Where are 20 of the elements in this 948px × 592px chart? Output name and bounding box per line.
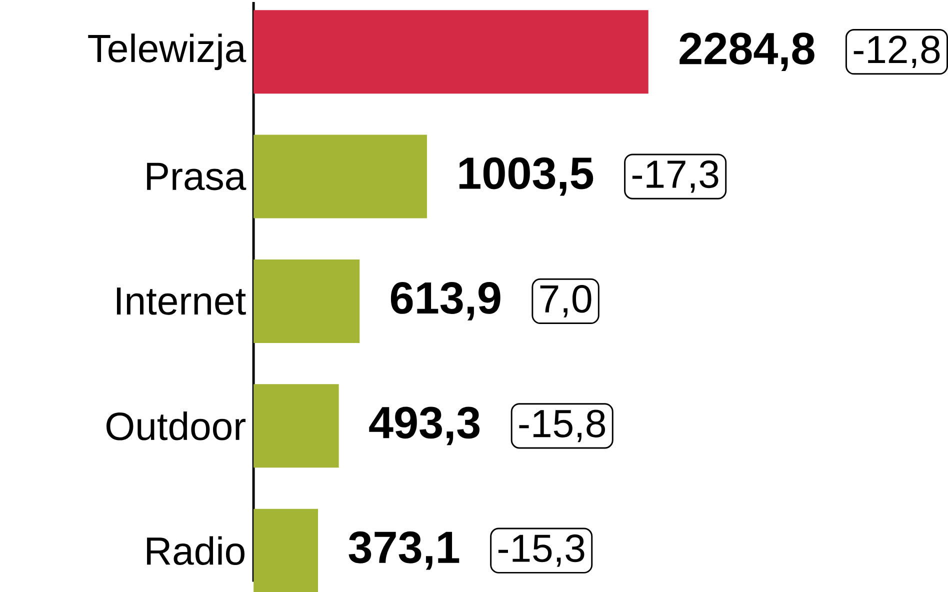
annotation: -17,3 <box>632 160 718 193</box>
y-tick-label: Telewizja <box>88 33 246 70</box>
data-label: 493,3 <box>369 406 480 445</box>
bar <box>254 134 427 218</box>
y-tick-label: Radio <box>147 536 244 565</box>
y-tick-label: Internet <box>116 287 246 315</box>
annotation: -15,3 <box>498 534 584 567</box>
bar <box>254 10 648 94</box>
bar <box>254 384 339 468</box>
text: -12,8 <box>854 35 940 68</box>
annotation: -15,8 <box>519 410 606 442</box>
y-tick-label: Outdoor <box>106 411 246 440</box>
data-label: 613,9 <box>390 282 500 320</box>
data-label: 373,1 <box>348 531 460 570</box>
annotation: 7,0 <box>540 284 592 318</box>
data-label: 2284,8 <box>680 32 814 71</box>
bar <box>254 508 318 592</box>
data-label: 1003,5 <box>459 157 594 196</box>
y-tick-label: Prasa <box>147 162 246 190</box>
bar <box>254 259 360 343</box>
